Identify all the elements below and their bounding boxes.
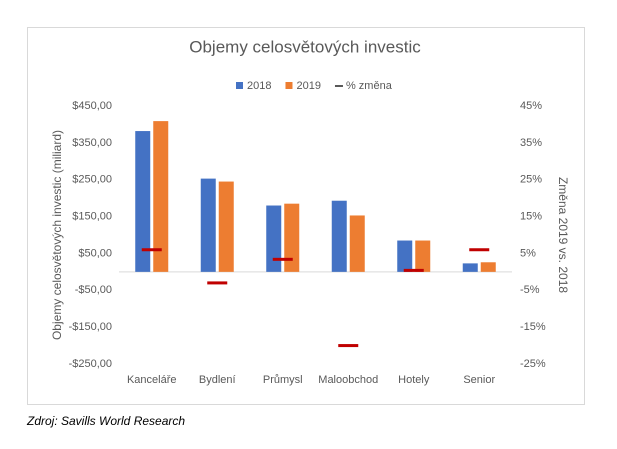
legend-swatch	[334, 85, 343, 87]
source-note: Zdroj: Savills World Research	[26, 414, 185, 428]
x-tick-label: Bydlení	[199, 374, 236, 386]
y-axis-title: Objemy celosvětových investic (miliard)	[50, 130, 64, 340]
legend-label: % změna	[346, 80, 393, 92]
chart-title: Objemy celosvětových investic	[189, 37, 421, 56]
y2-tick-label: -25%	[520, 358, 546, 370]
y2-tick-label: -15%	[520, 321, 546, 333]
bar	[331, 200, 347, 272]
y-tick-label: -$150,00	[69, 321, 112, 333]
change-marker	[469, 248, 490, 252]
bar	[462, 263, 478, 272]
legend-swatch	[285, 82, 293, 89]
legend-label: 2018	[247, 80, 271, 92]
y2-tick-label: 35%	[520, 137, 542, 149]
bar	[415, 240, 431, 272]
chart-frame	[27, 27, 585, 405]
bar	[135, 131, 151, 272]
y2-tick-label: -5%	[520, 284, 540, 296]
bar	[200, 178, 216, 272]
legend-label: 2019	[296, 80, 320, 92]
x-tick-label: Hotely	[398, 374, 430, 386]
bar	[397, 240, 413, 272]
change-marker	[141, 248, 162, 252]
bar	[266, 205, 282, 272]
change-marker	[272, 257, 293, 261]
bar	[284, 203, 300, 272]
x-tick-label: Kanceláře	[127, 374, 177, 386]
bar	[218, 181, 234, 272]
y-tick-label: $50,00	[78, 247, 112, 259]
change-marker	[207, 281, 228, 285]
y-tick-label: $450,00	[72, 100, 112, 112]
y2-tick-label: 45%	[520, 100, 542, 112]
y2-tick-label: 5%	[520, 247, 536, 259]
y-tick-label: $150,00	[72, 210, 112, 222]
change-marker	[338, 344, 359, 348]
legend-swatch	[236, 82, 243, 89]
bar	[349, 215, 365, 272]
y2-axis-title: Změna 2019 vs. 2018	[556, 177, 570, 293]
x-tick-label: Průmysl	[263, 374, 303, 386]
y-tick-label: $350,00	[72, 137, 112, 149]
y2-tick-label: 15%	[520, 210, 542, 222]
y-tick-label: -$250,00	[69, 358, 112, 370]
x-tick-label: Maloobchod	[318, 374, 378, 386]
y-tick-label: $250,00	[72, 174, 112, 186]
bar	[480, 262, 496, 272]
y-tick-label: -$50,00	[75, 284, 112, 296]
x-tick-label: Senior	[463, 374, 495, 386]
bar	[153, 121, 169, 272]
y2-tick-label: 25%	[520, 174, 542, 186]
change-marker	[403, 268, 424, 272]
